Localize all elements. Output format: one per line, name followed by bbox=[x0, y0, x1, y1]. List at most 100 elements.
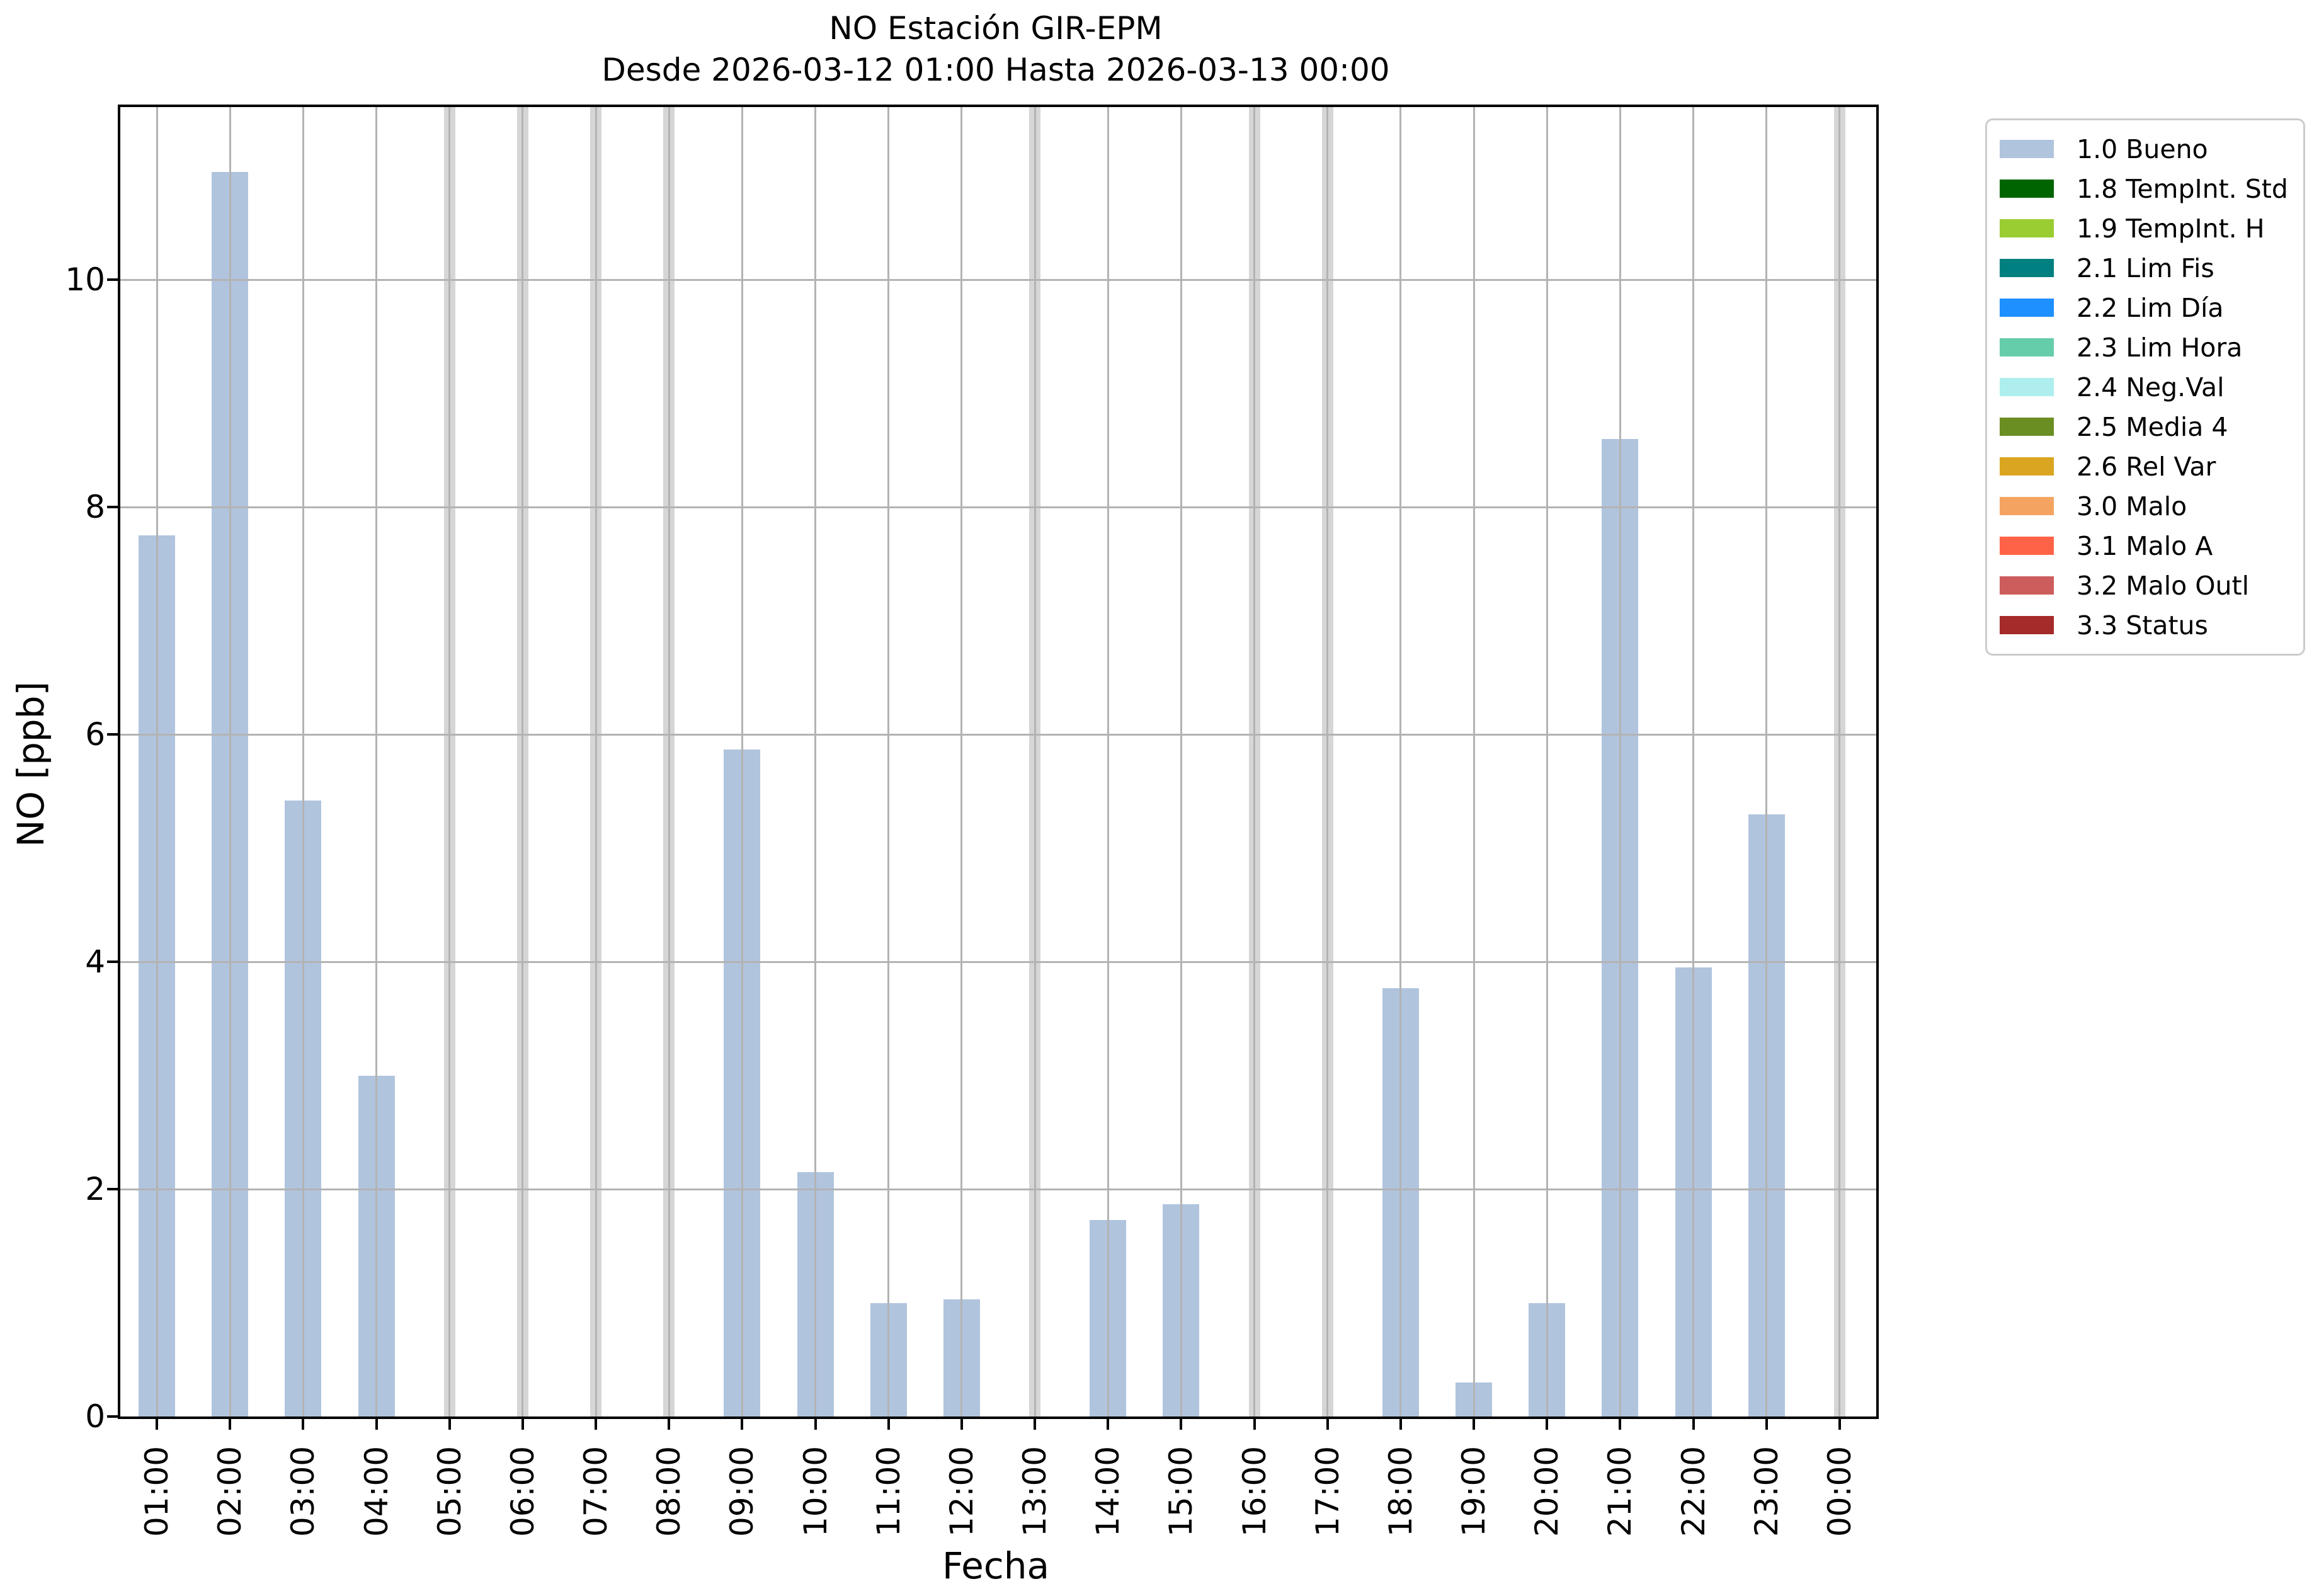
legend-item: 2.5 Media 4 bbox=[1987, 407, 2303, 447]
x-tick-label: 19:00 bbox=[1456, 1445, 1493, 1537]
y-tick-label: 8 bbox=[85, 489, 105, 526]
x-tick-mark bbox=[668, 1419, 671, 1430]
x-tick-mark bbox=[448, 1419, 451, 1430]
x-gridline bbox=[668, 107, 670, 1416]
x-tick-mark bbox=[302, 1419, 305, 1430]
x-tick-label: 03:00 bbox=[285, 1445, 322, 1537]
x-gridline bbox=[1619, 107, 1621, 1416]
x-tick-mark bbox=[375, 1419, 378, 1430]
x-gridline bbox=[1399, 107, 1402, 1416]
legend-item: 1.0 Bueno bbox=[1987, 129, 2303, 169]
y-tick-mark bbox=[107, 1188, 118, 1191]
x-tick-label: 15:00 bbox=[1163, 1445, 1200, 1537]
y-tick-label: 10 bbox=[65, 261, 105, 299]
x-tick-label: 10:00 bbox=[797, 1445, 834, 1537]
x-tick-label: 01:00 bbox=[139, 1445, 176, 1537]
y-tick-mark bbox=[107, 278, 118, 282]
legend-label: 2.2 Lim Día bbox=[2077, 292, 2224, 323]
legend-label: 3.3 Status bbox=[2077, 610, 2208, 641]
x-tick-mark bbox=[1399, 1419, 1402, 1430]
chart-title-line1: NO Estación GIR-EPM bbox=[829, 10, 1163, 47]
x-tick-mark bbox=[1692, 1419, 1695, 1430]
legend-item: 2.6 Rel Var bbox=[1987, 447, 2303, 486]
legend-item: 1.9 TempInt. H bbox=[1987, 208, 2303, 248]
x-axis-label: Fecha bbox=[942, 1544, 1050, 1587]
legend-item: 3.3 Status bbox=[1987, 605, 2303, 645]
x-gridline bbox=[1326, 107, 1329, 1416]
x-tick-label: 22:00 bbox=[1675, 1445, 1712, 1537]
x-gridline bbox=[1473, 107, 1475, 1416]
y-tick-mark bbox=[107, 960, 118, 964]
x-tick-label: 14:00 bbox=[1090, 1445, 1127, 1537]
legend-item: 1.8 TempInt. Std bbox=[1987, 169, 2303, 208]
x-tick-label: 18:00 bbox=[1382, 1445, 1419, 1537]
x-gridline bbox=[960, 107, 963, 1416]
x-tick-mark bbox=[1326, 1419, 1329, 1430]
x-gridline bbox=[814, 107, 817, 1416]
chart-title: NO Estación GIR-EPM Desde 2026-03-12 01:… bbox=[118, 8, 1874, 91]
x-tick-label: 11:00 bbox=[870, 1445, 907, 1537]
legend-item: 2.2 Lim Día bbox=[1987, 288, 2303, 328]
legend-label: 1.8 TempInt. Std bbox=[2077, 173, 2288, 204]
x-gridline bbox=[887, 107, 890, 1416]
y-axis-label: NO [ppb] bbox=[9, 681, 52, 847]
x-tick-label: 21:00 bbox=[1602, 1445, 1639, 1537]
x-gridline bbox=[302, 107, 304, 1416]
legend-label: 3.1 Malo A bbox=[2077, 530, 2213, 561]
legend-label: 2.4 Neg.Val bbox=[2077, 372, 2225, 402]
x-tick-mark bbox=[1546, 1419, 1549, 1430]
x-gridline bbox=[1107, 107, 1109, 1416]
x-tick-mark bbox=[521, 1419, 524, 1430]
y-gridline bbox=[120, 506, 1876, 508]
y-tick-label: 4 bbox=[85, 943, 105, 981]
x-tick-mark bbox=[229, 1419, 232, 1430]
x-tick-label: 20:00 bbox=[1529, 1445, 1566, 1537]
x-tick-label: 00:00 bbox=[1821, 1445, 1858, 1537]
legend-swatch bbox=[2000, 457, 2054, 476]
x-tick-label: 08:00 bbox=[651, 1445, 688, 1537]
legend-label: 2.6 Rel Var bbox=[2077, 451, 2216, 482]
legend-swatch bbox=[2000, 259, 2054, 277]
x-gridline bbox=[1838, 107, 1841, 1416]
x-tick-label: 06:00 bbox=[504, 1445, 541, 1537]
x-gridline bbox=[229, 107, 231, 1416]
y-gridline bbox=[120, 278, 1876, 281]
y-tick-mark bbox=[107, 733, 118, 736]
x-tick-mark bbox=[595, 1419, 598, 1430]
legend-swatch bbox=[2000, 219, 2054, 237]
legend-swatch bbox=[2000, 140, 2054, 158]
x-gridline bbox=[1546, 107, 1548, 1416]
x-tick-mark bbox=[960, 1419, 963, 1430]
legend-item: 2.3 Lim Hora bbox=[1987, 328, 2303, 367]
x-tick-mark bbox=[1034, 1419, 1037, 1430]
legend-swatch bbox=[2000, 338, 2054, 356]
y-gridline bbox=[120, 733, 1876, 736]
legend-swatch bbox=[2000, 418, 2054, 436]
x-tick-mark bbox=[1619, 1419, 1622, 1430]
y-gridline bbox=[120, 1188, 1876, 1190]
y-tick-mark bbox=[107, 1415, 118, 1418]
x-tick-label: 23:00 bbox=[1748, 1445, 1785, 1537]
x-gridline bbox=[1253, 107, 1256, 1416]
legend-swatch bbox=[2000, 497, 2054, 515]
x-tick-mark bbox=[1107, 1419, 1110, 1430]
legend-swatch bbox=[2000, 616, 2054, 634]
legend: 1.0 Bueno 1.8 TempInt. Std 1.9 TempInt. H 2… bbox=[1985, 118, 2305, 656]
x-gridline bbox=[156, 107, 158, 1416]
plot-area bbox=[118, 105, 1879, 1419]
x-tick-label: 02:00 bbox=[212, 1445, 249, 1537]
x-tick-label: 07:00 bbox=[578, 1445, 615, 1537]
x-tick-label: 17:00 bbox=[1309, 1445, 1346, 1537]
x-tick-label: 13:00 bbox=[1017, 1445, 1054, 1537]
y-gridline bbox=[120, 960, 1876, 963]
x-tick-mark bbox=[1765, 1419, 1768, 1430]
y-tick-label: 2 bbox=[85, 1171, 105, 1208]
y-tick-mark bbox=[107, 506, 118, 509]
x-tick-label: 16:00 bbox=[1236, 1445, 1273, 1537]
legend-item: 2.4 Neg.Val bbox=[1987, 367, 2303, 407]
legend-item: 2.1 Lim Fis bbox=[1987, 248, 2303, 288]
x-tick-label: 04:00 bbox=[358, 1445, 395, 1537]
x-tick-label: 12:00 bbox=[943, 1445, 980, 1537]
legend-swatch bbox=[2000, 378, 2054, 396]
